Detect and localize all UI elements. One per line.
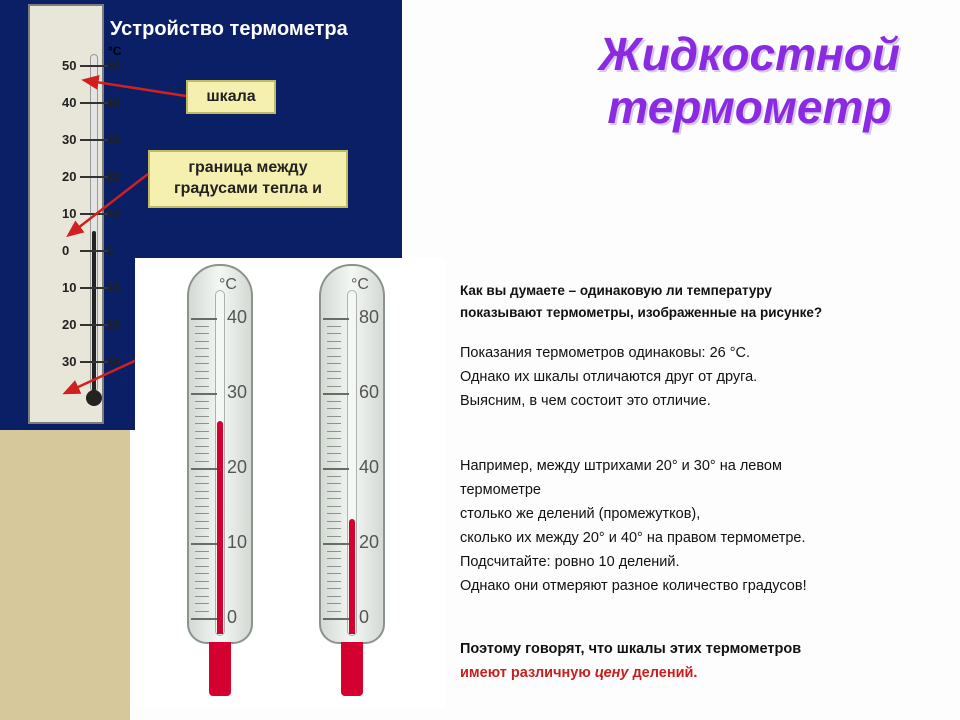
thermo-right-fluid: [349, 519, 355, 635]
tick-label: 60: [359, 382, 379, 403]
thermo-right-tube: [347, 290, 357, 636]
title-line2: термометр: [607, 81, 891, 133]
thermo-left: °C 403020100: [175, 260, 265, 690]
thermo-left-fluid: [217, 421, 223, 634]
answer-block: Показания термометров одинаковы: 26 °С. …: [460, 342, 757, 414]
slide: Жидкостной термометр °C 5050404030302020…: [0, 0, 960, 720]
thermo-right: °C 806040200: [307, 260, 397, 690]
tick-label: 0: [227, 607, 237, 628]
thermo-right-stem: [341, 642, 363, 696]
tick-label: 0: [359, 607, 369, 628]
thermo-left-stem: [209, 642, 231, 696]
tick-label: 10: [227, 532, 247, 553]
tick-label: 40: [359, 457, 379, 478]
beige-strip: [0, 430, 130, 720]
comparison-panel: °C 403020100 °C 806040200: [135, 258, 445, 708]
question-block: Как вы думаете – одинаковую ли температу…: [460, 280, 822, 325]
tick-label: 20: [227, 457, 247, 478]
tick-label: 30: [227, 382, 247, 403]
thermo-left-tube: [215, 290, 225, 636]
tick-label: 80: [359, 307, 379, 328]
conclusion-block: Поэтому говорят, что шкалы этих термомет…: [460, 638, 801, 686]
title-line1: Жидкостной: [599, 28, 900, 80]
main-title: Жидкостной термометр: [599, 28, 900, 134]
example-block: Например, между штрихами 20° и 30° на ле…: [460, 455, 807, 599]
tick-label: 40: [227, 307, 247, 328]
tick-label: 20: [359, 532, 379, 553]
